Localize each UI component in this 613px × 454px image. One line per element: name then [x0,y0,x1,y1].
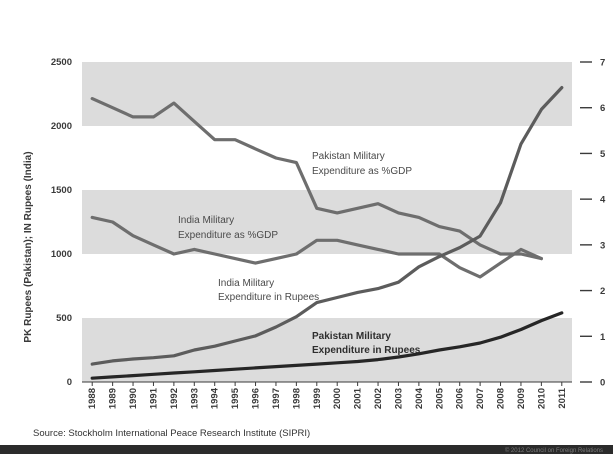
x-tick-label: 1995 [230,387,241,409]
x-tick-label: 2005 [434,387,445,409]
footer-copyright: © 2012 Council on Foreign Relations [505,447,603,454]
series-line [90,96,544,261]
y2-tick-label: 3 [600,240,605,251]
x-tick-label: 2007 [475,388,486,409]
grid-band [82,62,572,126]
annotation-india-gdp-line1: India Military [178,215,234,226]
y-tick-label: 500 [56,313,72,324]
footer-bar [0,445,613,454]
x-tick-label: 1993 [189,388,200,409]
y-tick-label: 2000 [51,121,72,132]
y-tick-label: 0 [67,377,72,388]
x-tick-label: 1999 [312,388,323,409]
annotation-pakistan-rupees-line1: Pakistan Military [312,331,391,342]
y2-tick-label: 0 [600,378,605,389]
y2-tick-label: 4 [600,195,606,206]
y-axis-label: PK Rupees (Pakistan); IN Rupees (India) [23,151,34,342]
y2-tick-label: 5 [600,149,606,160]
series-lines [90,85,564,380]
x-tick-label: 1994 [210,387,221,409]
annotation-pakistan-gdp-line1: Pakistan Military [312,151,385,162]
x-tick-label: 1988 [87,388,98,409]
x-tick-label: 1997 [271,388,282,409]
right-axis: 0 1 2 3 4 5 6 7 [580,58,606,389]
annotations: Pakistan Military Expenditure as %GDP Indi… [178,151,421,356]
x-tick-label: 1990 [128,388,139,409]
x-axis: 1988 1989 1990 1991 1992 1993 1994 1995 1996 1997… [82,381,572,409]
annotation-india-rupees-line2: Expenditure in Rupees [218,292,319,303]
series-line [90,311,564,380]
x-tick-label: 2004 [414,387,425,409]
grid-band [82,318,572,382]
x-tick-label: 1991 [148,387,159,409]
x-tick-label: 2008 [496,388,507,409]
y-tick-label: 1000 [51,249,72,260]
x-tick-label: 2000 [332,388,343,409]
y-tick-label: 1500 [51,185,72,196]
x-tick-label: 2002 [373,388,384,409]
x-tick-label: 2001 [353,387,364,409]
x-tick-label: 1992 [169,388,180,409]
source-note: Source: Stockholm International Peace Re… [33,428,310,439]
x-tick-label: 2003 [393,388,404,409]
left-axis: 0 500 1000 1500 2000 2500 [51,57,72,388]
x-tick-label: 2006 [455,388,466,409]
y2-tick-label: 2 [600,286,605,297]
x-tick-label: 2010 [536,388,547,409]
y2-tick-label: 7 [600,58,605,69]
annotation-pakistan-gdp-line2: Expenditure as %GDP [312,166,412,177]
series-line [90,215,544,279]
x-tick-label: 1998 [291,388,302,409]
y2-tick-label: 1 [600,332,606,343]
annotation-india-rupees-line1: India Military [218,278,274,289]
x-tick-label: 2009 [516,388,527,409]
x-tick-label: 1996 [251,388,262,409]
x-tick-label: 2011 [557,387,568,408]
y-tick-label: 2500 [51,57,72,68]
annotation-pakistan-rupees-line2: Expenditure in Rupees [312,345,421,356]
series-line [90,85,564,366]
x-tick-label: 1989 [108,388,119,409]
annotation-india-gdp-line2: Expenditure as %GDP [178,230,278,241]
y2-tick-label: 6 [600,103,605,114]
